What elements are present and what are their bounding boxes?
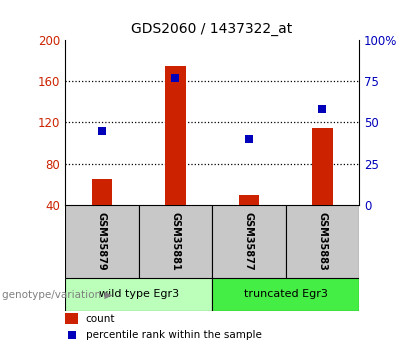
Point	[68, 332, 75, 337]
Bar	[65, 313, 78, 324]
Bar	[212, 205, 286, 278]
Bar	[212, 278, 359, 310]
Point	[172, 75, 179, 80]
Bar	[165, 66, 186, 205]
Text: count: count	[86, 314, 115, 324]
Bar	[92, 179, 112, 205]
Point	[245, 136, 252, 142]
Bar	[65, 278, 212, 310]
Bar	[312, 128, 333, 205]
Point	[319, 107, 326, 112]
Title: GDS2060 / 1437322_at: GDS2060 / 1437322_at	[131, 22, 293, 36]
Text: genotype/variation ▶: genotype/variation ▶	[2, 290, 113, 300]
Bar	[239, 195, 259, 205]
Bar	[139, 205, 212, 278]
Text: GSM35879: GSM35879	[97, 212, 107, 271]
Bar	[286, 205, 359, 278]
Text: GSM35881: GSM35881	[171, 212, 180, 271]
Text: percentile rank within the sample: percentile rank within the sample	[86, 330, 262, 340]
Text: GSM35883: GSM35883	[318, 212, 327, 271]
Bar	[65, 205, 139, 278]
Point	[98, 128, 105, 134]
Text: truncated Egr3: truncated Egr3	[244, 289, 328, 299]
Text: wild type Egr3: wild type Egr3	[99, 289, 178, 299]
Text: GSM35877: GSM35877	[244, 212, 254, 271]
